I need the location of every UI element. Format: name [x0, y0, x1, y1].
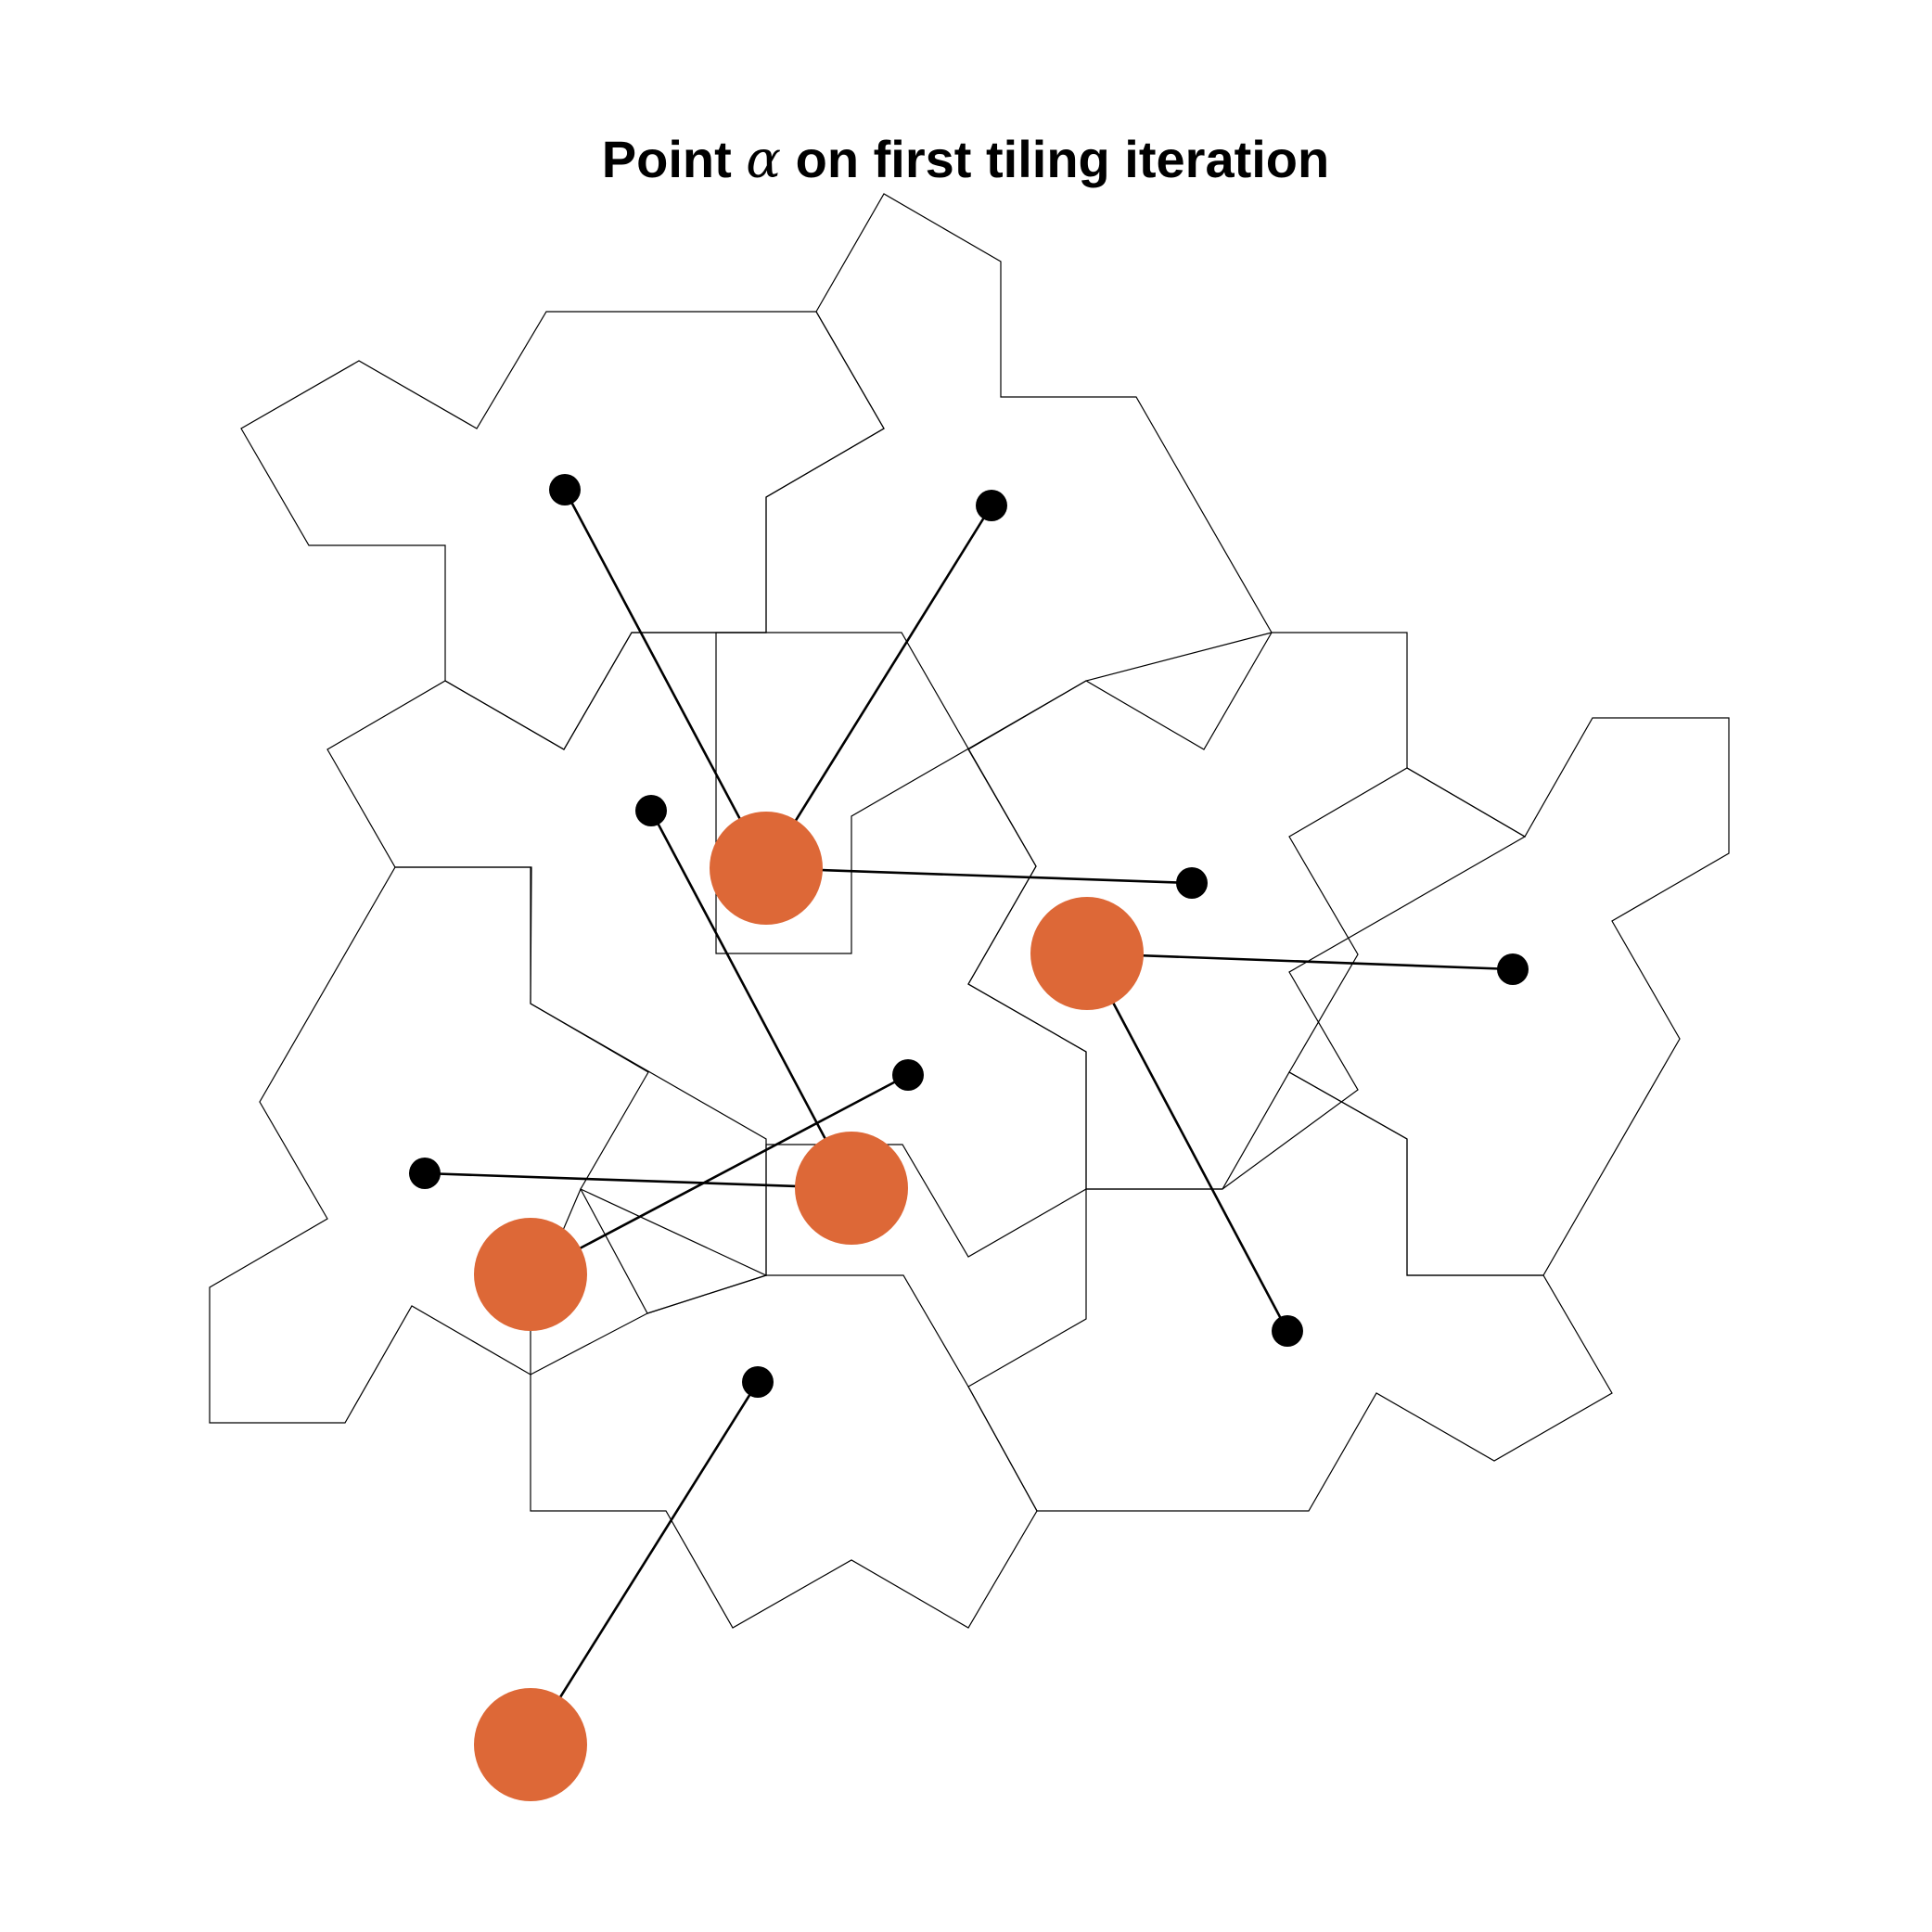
- link-center-top-right: [764, 505, 993, 869]
- link-center-top-left: [563, 489, 768, 869]
- tile-point-right: [1176, 867, 1208, 899]
- tile-left: [209, 866, 767, 1424]
- tile-right-center: [967, 632, 1527, 1190]
- alpha-point-lower-center: [795, 1132, 908, 1245]
- alpha-points: [474, 812, 1144, 1801]
- connection-lines: [424, 489, 1514, 1746]
- tile-point-top-right: [976, 490, 1007, 521]
- tile-point-left: [409, 1158, 441, 1189]
- title-suffix: on first tiling iteration: [781, 130, 1329, 188]
- tile-point-bottom-right: [1272, 1315, 1303, 1347]
- link-lower-center-top: [649, 810, 853, 1189]
- alpha-point-center: [710, 812, 823, 925]
- link-center-right: [765, 866, 1193, 885]
- alpha-point-right: [1030, 897, 1144, 1010]
- alpha-point-bottom: [474, 1688, 587, 1801]
- tile-bottom-right: [967, 1071, 1613, 1512]
- tile-outlines: [209, 193, 1730, 1629]
- tile-point-bottom-center: [742, 1366, 774, 1398]
- page-title: Point α on first tiling iteration: [602, 130, 1329, 190]
- link-right-bottom: [1085, 953, 1289, 1332]
- tile-points: [409, 474, 1529, 1398]
- tile-point-center-upper: [635, 795, 667, 826]
- title-alpha-symbol: α: [746, 130, 781, 190]
- link-right-far-right: [1086, 952, 1514, 971]
- link-lower-center-left: [424, 1171, 852, 1190]
- tile-point-top-left: [549, 474, 581, 505]
- tile-bottom-center: [530, 1274, 1038, 1629]
- alpha-point-left: [474, 1218, 587, 1331]
- link-bottom-up: [529, 1381, 760, 1746]
- link-left-up: [530, 1073, 909, 1276]
- title-prefix: Point: [602, 130, 747, 188]
- tile-point-far-right: [1497, 953, 1529, 985]
- tile-point-center-lower: [892, 1059, 924, 1091]
